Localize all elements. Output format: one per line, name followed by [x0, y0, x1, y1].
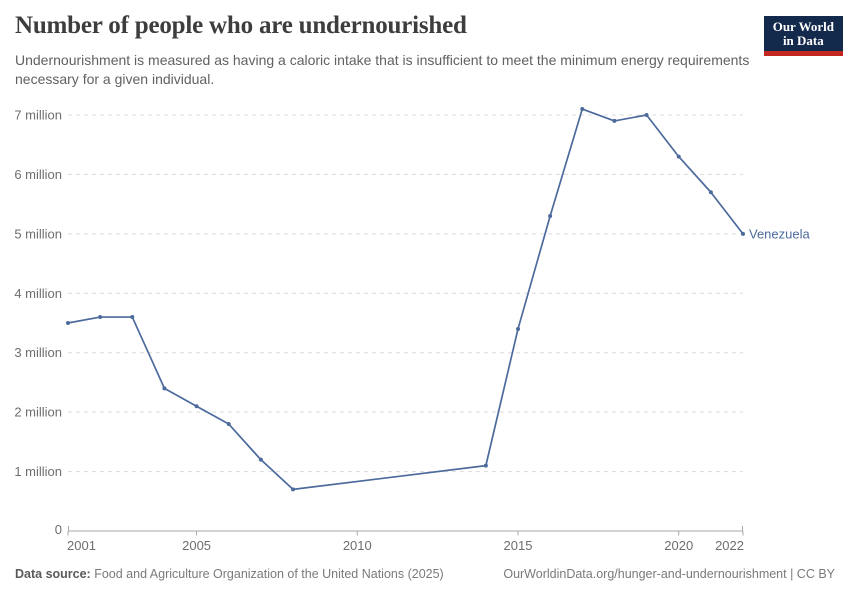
x-axis-tick-label: 2015: [504, 538, 533, 553]
data-line[interactable]: [67, 108, 744, 491]
data-point[interactable]: [741, 231, 745, 236]
y-axis-tick-label: 3 million: [14, 345, 62, 360]
x-axis-tick-label: 2001: [67, 538, 96, 553]
x-axis-tick-label: 2020: [664, 538, 693, 553]
data-point[interactable]: [66, 320, 70, 325]
chart-title: Number of people who are undernourished: [15, 12, 467, 39]
chart-subtitle: Undernourishment is measured as having a…: [15, 52, 750, 87]
owid-logo-line1: Our World: [772, 19, 834, 34]
data-point[interactable]: [162, 386, 167, 391]
data-point[interactable]: [516, 326, 520, 331]
data-point[interactable]: [226, 422, 231, 427]
data-point[interactable]: [644, 112, 649, 117]
owid-logo[interactable]: Our World in Data: [763, 16, 843, 56]
data-point[interactable]: [98, 315, 103, 320]
data-point[interactable]: [258, 457, 263, 462]
y-axis-tick-label: 7 million: [14, 107, 62, 122]
y-axis-tick-label: 2 million: [14, 405, 62, 420]
data-point[interactable]: [676, 154, 681, 159]
data-point[interactable]: [483, 463, 488, 468]
chart-footer: Data source: Food and Agriculture Organi…: [15, 567, 835, 581]
footer-link-text: OurWorldinData.org/hunger-and-undernouri…: [503, 567, 835, 581]
owid-logo-line2: in Data: [782, 33, 824, 48]
data-point[interactable]: [612, 118, 617, 123]
x-axis-tick-label: 2005: [182, 538, 211, 553]
y-axis-tick-label: 4 million: [14, 286, 62, 301]
data-point[interactable]: [130, 315, 135, 320]
footer-link[interactable]: OurWorldinData.org/hunger-and-undernouri…: [503, 567, 835, 581]
data-point[interactable]: [548, 214, 553, 219]
data-source-text: Food and Agriculture Organization of the…: [90, 567, 444, 581]
data-source-label: Data source:: [15, 567, 91, 581]
data-point[interactable]: [580, 107, 585, 112]
data-point[interactable]: [708, 190, 713, 195]
data-point[interactable]: [291, 487, 295, 492]
entity-label[interactable]: Venezuela: [749, 226, 810, 241]
data-point[interactable]: [194, 404, 199, 409]
y-axis-tick-label: 5 million: [14, 226, 62, 241]
x-axis-tick-label: 2022: [715, 538, 744, 553]
data-source: Data source: Food and Agriculture Organi…: [15, 567, 444, 581]
y-axis-zero-label: 0: [55, 522, 62, 537]
x-axis-tick-label: 2010: [343, 538, 372, 553]
y-axis-tick-label: 6 million: [14, 167, 62, 182]
y-axis-tick-label: 1 million: [14, 464, 62, 479]
